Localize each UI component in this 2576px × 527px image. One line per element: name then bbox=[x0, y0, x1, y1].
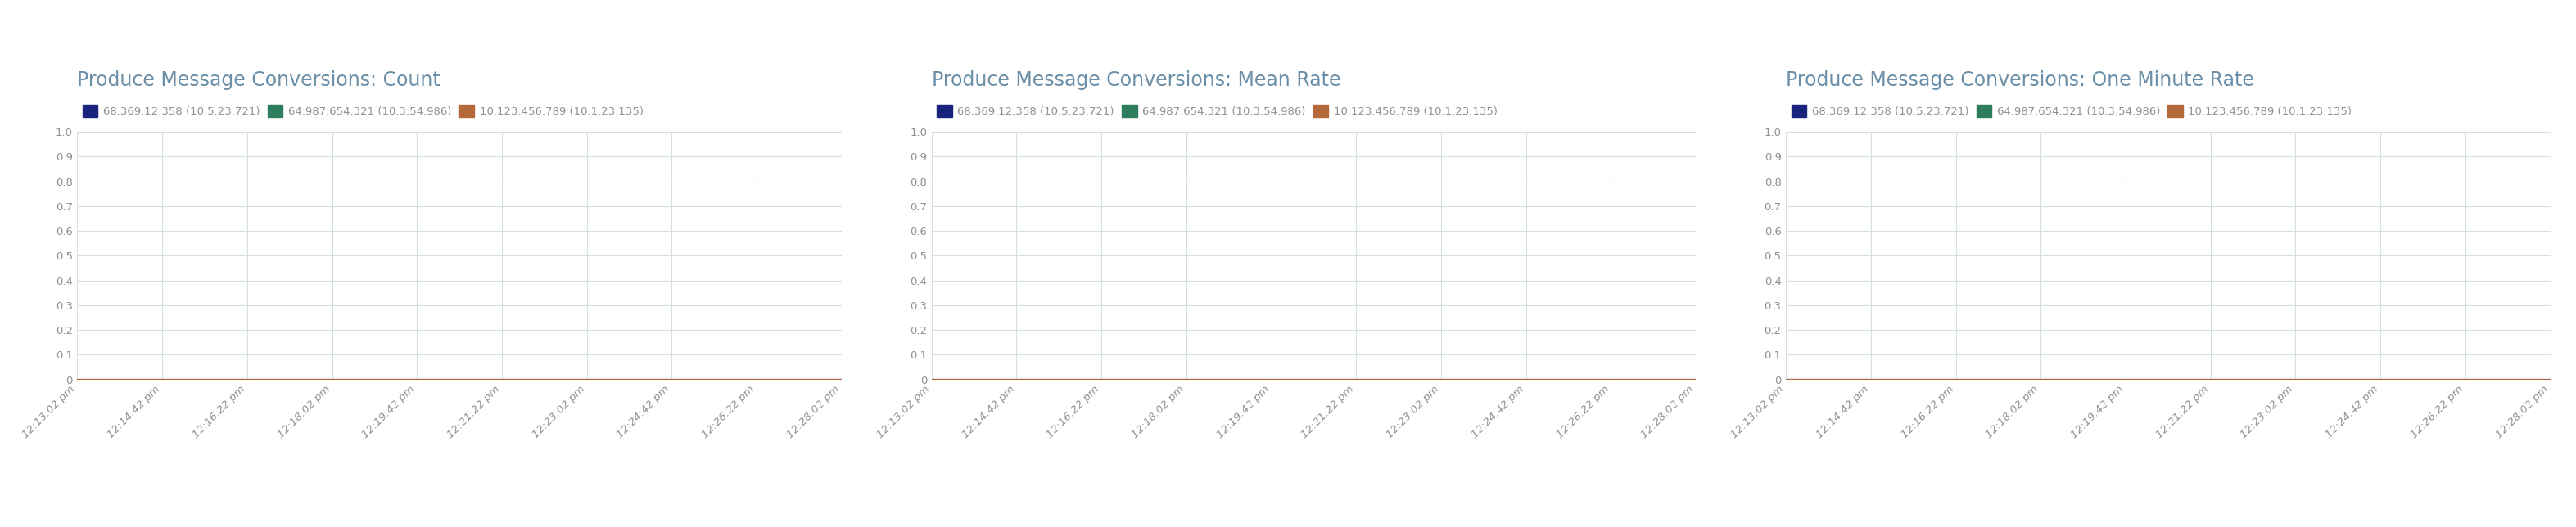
Text: Produce Message Conversions: Mean Rate: Produce Message Conversions: Mean Rate bbox=[933, 71, 1340, 90]
Legend: 68.369.12.358 (10.5.23.721), 64.987.654.321 (10.3.54.986), 10.123.456.789 (10.1.: 68.369.12.358 (10.5.23.721), 64.987.654.… bbox=[82, 105, 644, 118]
Legend: 68.369.12.358 (10.5.23.721), 64.987.654.321 (10.3.54.986), 10.123.456.789 (10.1.: 68.369.12.358 (10.5.23.721), 64.987.654.… bbox=[938, 105, 1497, 118]
Text: Produce Message Conversions: One Minute Rate: Produce Message Conversions: One Minute … bbox=[1785, 71, 2254, 90]
Text: Produce Message Conversions: Count: Produce Message Conversions: Count bbox=[77, 71, 440, 90]
Legend: 68.369.12.358 (10.5.23.721), 64.987.654.321 (10.3.54.986), 10.123.456.789 (10.1.: 68.369.12.358 (10.5.23.721), 64.987.654.… bbox=[1790, 105, 2352, 118]
